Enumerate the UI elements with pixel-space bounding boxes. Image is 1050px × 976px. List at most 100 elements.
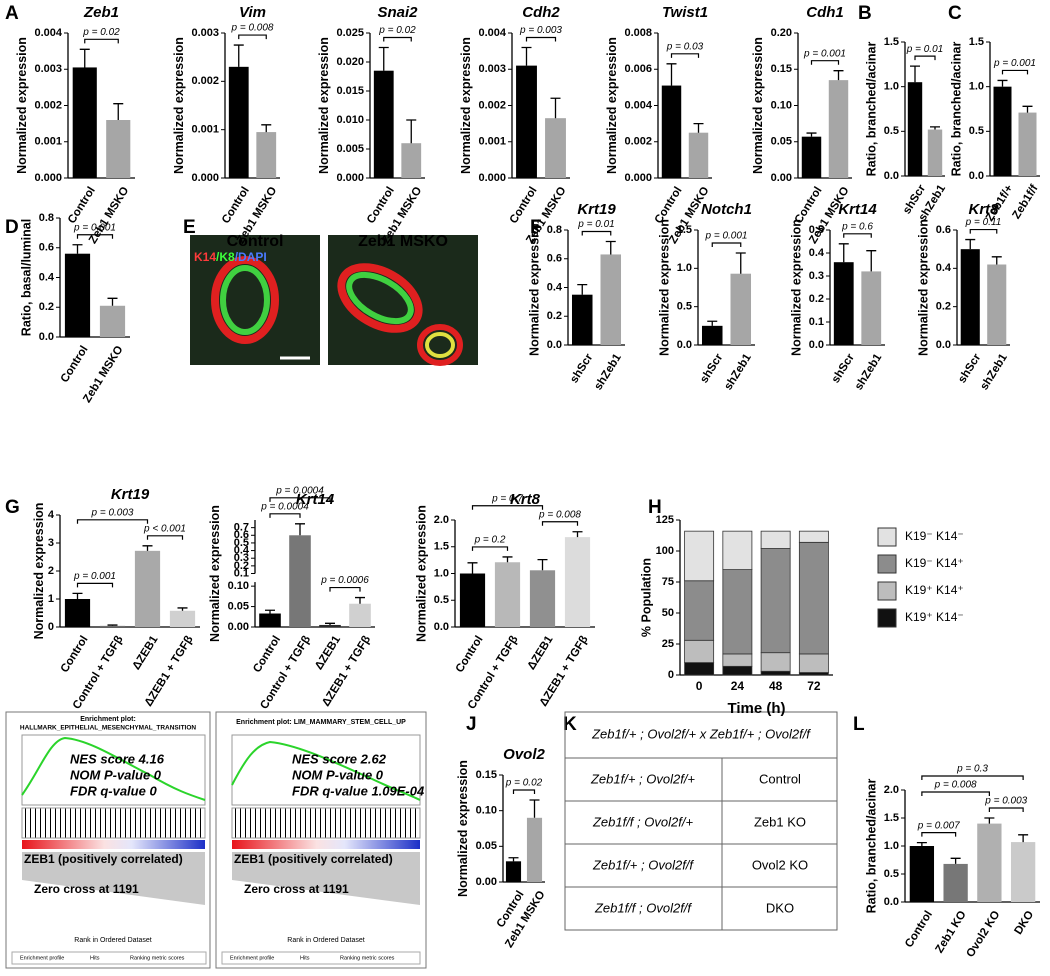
gsea-stat: NES score 4.16 — [70, 751, 165, 766]
error-bar — [142, 545, 153, 551]
y-tick-label: 0.0 — [969, 170, 984, 182]
p-value: p = 0.02 — [505, 778, 543, 789]
bar-segment — [684, 580, 715, 641]
stain-label: K14/K8/DAPI — [194, 250, 267, 264]
y-tick-label: 0.8 — [39, 212, 54, 224]
y-tick-label: 0.002 — [624, 136, 652, 148]
p-value: p = 0.6 — [841, 221, 873, 232]
error-bar — [838, 243, 849, 263]
y-axis-label: Ratio, branched/acinar — [864, 778, 878, 913]
error-bar — [572, 531, 583, 538]
bar — [1018, 112, 1037, 176]
y-tick-label: 0.0 — [434, 621, 449, 633]
y-tick-label: 0.3 — [234, 552, 249, 564]
gsea-zero-cross: Zero cross at 1191 — [34, 882, 139, 896]
bar-segment — [760, 548, 791, 654]
y-tick-label: 0.8 — [547, 224, 562, 236]
error-bar — [508, 857, 519, 862]
p-value: p = 0.11 — [965, 217, 1002, 228]
bar-segment — [722, 569, 753, 655]
chart-title: Krt8 — [968, 201, 999, 218]
bar-segment — [684, 639, 715, 664]
y-tick-label: 0.6 — [936, 224, 951, 236]
gsea-plot: Enrichment plot: LIM_MAMMARY_STEM_CELL_U… — [215, 711, 427, 969]
significance-bracket — [383, 36, 412, 42]
y-tick-label: 0.10 — [771, 99, 792, 111]
significance-bracket — [988, 807, 1024, 812]
significance-bracket — [541, 521, 579, 526]
bar-segment — [760, 530, 791, 549]
y-tick-label: 0.05 — [771, 136, 792, 148]
error-bar — [997, 79, 1008, 87]
table-header: Zeb1f/+ ; Ovol2f/+ x Zeb1f/+ ; Ovol2f/f — [591, 726, 811, 741]
y-tick-label: 0.15 — [771, 63, 792, 75]
error-bar — [950, 857, 961, 864]
micrograph — [190, 235, 478, 366]
y-axis-label: Normalized expression — [208, 505, 222, 642]
image-label: Control — [227, 233, 284, 250]
legend-label: K19⁻ K14⁺ — [905, 556, 964, 570]
bar — [993, 86, 1012, 176]
p-value: p = 0.008 — [538, 509, 581, 520]
x-tick-label: shScr — [698, 351, 725, 385]
y-tick-label: 0.4 — [234, 544, 250, 556]
bar — [907, 82, 923, 176]
x-tick-label: 0 — [696, 679, 703, 693]
y-tick-label: 0.001 — [478, 136, 506, 148]
bar — [801, 136, 822, 178]
bar — [977, 823, 1002, 902]
stain-part: /K8 — [216, 250, 235, 264]
gsea-xlabel: Rank in Ordered Dataset — [74, 937, 151, 944]
y-tick-label: 0.0 — [547, 339, 562, 351]
x-tick-label: shZeb1 — [853, 351, 885, 392]
y-axis-label: Normalized expression — [456, 760, 470, 897]
p-value: p = 0.02 — [82, 27, 120, 38]
bar — [927, 129, 943, 176]
bar — [256, 132, 277, 178]
y-tick-label: 2.0 — [884, 784, 899, 796]
y-tick-label: 1.5 — [884, 812, 899, 824]
bar — [106, 120, 131, 178]
bar-segment — [684, 530, 715, 582]
y-axis-label: Ratio, branched/acinar — [949, 41, 963, 176]
y-tick-label: 0.5 — [677, 301, 692, 313]
y-tick-label: 0.0 — [884, 170, 899, 182]
error-bar — [406, 119, 417, 144]
bar — [319, 624, 341, 627]
bar — [99, 305, 126, 337]
y-tick-label: 1.5 — [969, 36, 984, 48]
p-value: p = 0.0006 — [320, 575, 369, 586]
x-tick-label: ΔZEB1 — [313, 633, 343, 672]
significance-bracket — [581, 230, 612, 236]
error-bar — [355, 596, 365, 604]
error-bar — [177, 607, 188, 611]
gsea-stat: NOM P-value 0 — [70, 767, 162, 782]
bar — [943, 863, 968, 902]
error-bar — [378, 46, 389, 71]
y-tick-label: 0.004 — [478, 27, 506, 39]
x-tick-label: shZeb1 — [592, 351, 624, 392]
table-cell: Zeb1f/+ ; Ovol2f/f — [592, 857, 694, 872]
chart-title: Cdh2 — [522, 4, 560, 21]
chart-title: Vim — [239, 4, 266, 21]
panel-label: H — [648, 497, 662, 518]
significance-bracket — [914, 55, 936, 61]
y-tick-label: 0.10 — [476, 805, 497, 817]
bar — [600, 254, 622, 345]
x-tick-label: Control — [903, 909, 935, 950]
chart-title: Ovol2 — [503, 746, 545, 763]
panel-label: K — [563, 714, 577, 735]
chart-title: Krt19 — [577, 201, 616, 218]
y-tick-label: 0.001 — [34, 136, 62, 148]
y-tick-label: 0.2 — [547, 310, 562, 322]
table-cell: Zeb1f/+ ; Ovol2f/+ — [590, 771, 695, 786]
y-tick-label: 0.002 — [191, 75, 219, 87]
y-tick-label: 0.5 — [884, 125, 899, 137]
bar-segment — [798, 541, 829, 655]
p-value: p = 0.007 — [917, 820, 960, 831]
significance-bracket — [269, 513, 301, 518]
y-tick-label: 0.006 — [624, 63, 652, 75]
error-bar — [107, 624, 118, 626]
y-tick-label: 0.3 — [809, 270, 824, 282]
significance-bracket — [711, 242, 742, 247]
